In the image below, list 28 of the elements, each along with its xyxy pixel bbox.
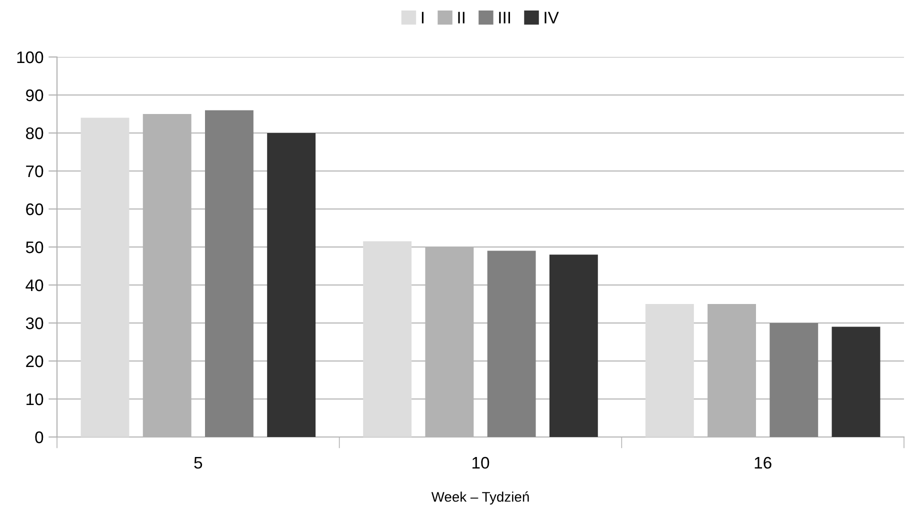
legend-label: I <box>422 12 424 24</box>
y-tick-label: 10 <box>26 393 44 406</box>
y-tick-label: 40 <box>26 279 44 292</box>
x-tick-label: 16 <box>754 456 772 469</box>
bar <box>267 133 316 437</box>
bar <box>487 250 536 437</box>
y-tick-label: 50 <box>26 241 44 254</box>
y-tick-label: 60 <box>26 203 44 216</box>
bar <box>80 118 130 437</box>
x-tick-label: 10 <box>472 456 490 469</box>
y-tick-label: 100 <box>17 51 44 64</box>
bar <box>549 254 598 437</box>
y-tick-label: 30 <box>26 317 44 330</box>
y-tick-label: 90 <box>26 89 44 102</box>
bar <box>770 323 818 437</box>
legend-label: III <box>499 12 510 24</box>
y-tick-label: 70 <box>26 165 44 178</box>
y-tick-label: 20 <box>26 355 44 368</box>
bar <box>832 326 880 437</box>
legend-label: IV <box>544 12 559 24</box>
bar <box>205 110 254 437</box>
bar <box>363 241 412 437</box>
legend-label: II <box>458 12 464 24</box>
x-axis-title: Week – Tydzień <box>431 491 529 505</box>
bar <box>645 304 694 437</box>
x-tick-label: 5 <box>194 457 202 469</box>
y-tick-label: 80 <box>26 127 44 140</box>
y-tick-label: 0 <box>35 431 44 444</box>
